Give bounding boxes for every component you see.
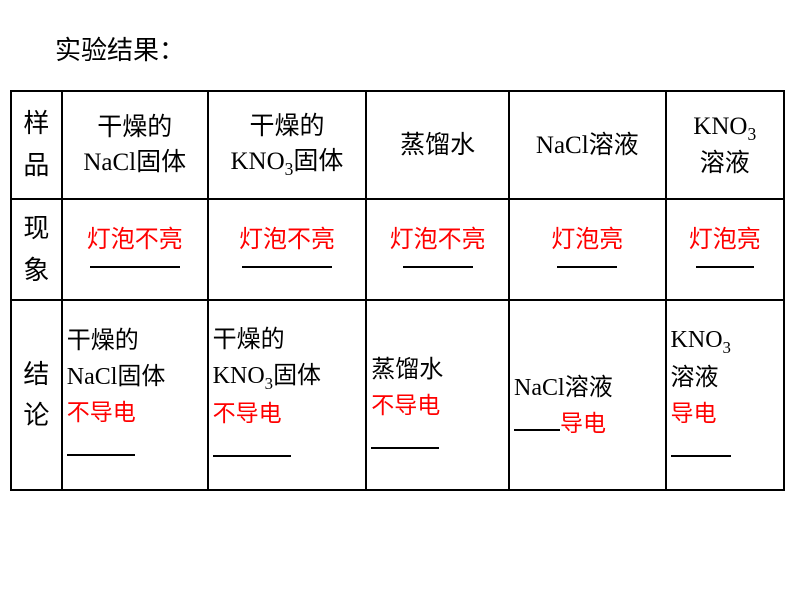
conclusion-text: 蒸馏水 — [371, 352, 504, 388]
conclusion-text: KNO3 — [671, 322, 779, 360]
conclusion-row: 结论 干燥的 NaCl固体 不导电 干燥的 KNO3固体 不导电 蒸馏水 不导电… — [11, 300, 784, 490]
conclusion-cell-1: 干燥的 NaCl固体 不导电 — [62, 300, 208, 490]
sample-text: KNO3固体 — [213, 144, 362, 182]
conclusion-text: NaCl固体 — [67, 359, 203, 395]
conclusion-red-text: 导电 — [560, 407, 606, 442]
sample-row: 样品 干燥的 NaCl固体 干燥的 KNO3固体 蒸馏水 NaCl溶液 KNO3… — [11, 91, 784, 199]
phenomenon-text: 灯泡不亮 — [87, 227, 183, 253]
underline — [514, 429, 560, 431]
row-header-phenomenon: 现象 — [11, 199, 62, 300]
underline — [90, 266, 180, 268]
underline — [242, 266, 332, 268]
phenomenon-text: 灯泡不亮 — [390, 227, 486, 253]
sample-text: NaCl固体 — [67, 145, 203, 180]
sample-cell-4: NaCl溶液 — [509, 91, 666, 199]
conclusion-red-text: 不导电 — [67, 396, 136, 431]
underline — [371, 447, 439, 449]
sample-cell-5: KNO3 溶液 — [666, 91, 784, 199]
conclusion-cell-5: KNO3 溶液 导电 — [666, 300, 784, 490]
conclusion-text: 干燥的 — [67, 323, 203, 359]
underline — [403, 266, 473, 268]
conclusion-cell-2: 干燥的 KNO3固体 不导电 — [208, 300, 367, 490]
row-header-label: 现象 — [23, 214, 49, 285]
conclusion-red-text: 导电 — [671, 397, 717, 432]
underline — [67, 454, 135, 456]
sample-cell-1: 干燥的 NaCl固体 — [62, 91, 208, 199]
conclusion-text: 干燥的 — [213, 322, 362, 358]
underline — [213, 455, 291, 457]
underline — [671, 455, 731, 457]
phenomenon-text: 灯泡亮 — [551, 227, 623, 253]
sample-text: 溶液 — [671, 146, 779, 181]
conclusion-text: KNO3固体 — [213, 358, 362, 396]
underline — [696, 266, 754, 268]
page-title: 实验结果： — [55, 30, 185, 67]
sample-text: 蒸馏水 — [371, 128, 504, 163]
phenomenon-text: 灯泡亮 — [689, 227, 761, 253]
conclusion-cell-3: 蒸馏水 不导电 — [366, 300, 509, 490]
sample-text: 干燥的 — [213, 109, 362, 144]
phenomenon-cell-1: 灯泡不亮 — [62, 199, 208, 300]
sample-cell-2: 干燥的 KNO3固体 — [208, 91, 367, 199]
conclusion-text: NaCl溶液 — [514, 370, 661, 406]
sample-text: KNO3 — [671, 109, 779, 147]
phenomenon-cell-3: 灯泡不亮 — [366, 199, 509, 300]
phenomenon-cell-4: 灯泡亮 — [509, 199, 666, 300]
conclusion-red-text: 不导电 — [371, 389, 440, 424]
row-header-label: 样品 — [23, 109, 49, 180]
conclusion-text: 溶液 — [671, 360, 779, 396]
sample-text: NaCl溶液 — [514, 128, 661, 163]
row-header-label: 结论 — [23, 360, 49, 431]
conclusion-red-text: 不导电 — [213, 397, 282, 432]
phenomenon-row: 现象 灯泡不亮 灯泡不亮 灯泡不亮 灯泡亮 灯泡亮 — [11, 199, 784, 300]
sample-text: 干燥的 — [67, 110, 203, 145]
sample-cell-3: 蒸馏水 — [366, 91, 509, 199]
phenomenon-cell-5: 灯泡亮 — [666, 199, 784, 300]
phenomenon-cell-2: 灯泡不亮 — [208, 199, 367, 300]
experiment-results-table: 样品 干燥的 NaCl固体 干燥的 KNO3固体 蒸馏水 NaCl溶液 KNO3… — [10, 90, 785, 491]
conclusion-cell-4: NaCl溶液 导电 — [509, 300, 666, 490]
underline — [557, 266, 617, 268]
phenomenon-text: 灯泡不亮 — [239, 227, 335, 253]
row-header-sample: 样品 — [11, 91, 62, 199]
row-header-conclusion: 结论 — [11, 300, 62, 490]
